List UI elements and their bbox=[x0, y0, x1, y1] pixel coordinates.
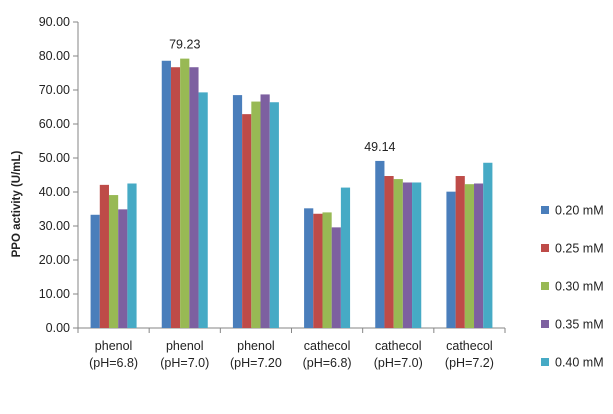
bar bbox=[242, 114, 252, 328]
x-tick-label: (pH=6.8) bbox=[303, 356, 352, 370]
bar bbox=[464, 184, 475, 328]
bar bbox=[251, 101, 261, 328]
bar bbox=[474, 183, 484, 328]
bar bbox=[304, 208, 314, 328]
x-tick-label: cathecol bbox=[304, 339, 351, 353]
x-tick-label: cathecol bbox=[375, 339, 422, 353]
bar bbox=[170, 67, 181, 328]
bar bbox=[340, 187, 351, 328]
bar bbox=[402, 182, 413, 328]
y-tick-label: 80.00 bbox=[39, 49, 70, 63]
bar bbox=[90, 214, 100, 328]
legend-swatch bbox=[541, 282, 549, 290]
legend-swatch bbox=[541, 206, 549, 214]
bar bbox=[99, 184, 109, 328]
y-tick-label: 10.00 bbox=[39, 287, 70, 301]
x-tick-label: (pH=6.8) bbox=[89, 356, 138, 370]
x-tick-label: (pH=7.0) bbox=[160, 356, 209, 370]
legend: 0.20 mM 0.25 mM 0.30 mM 0.35 mM 0.40 mM bbox=[541, 204, 604, 370]
x-tick-label: (pH=7.2) bbox=[445, 356, 494, 370]
bar bbox=[375, 160, 385, 328]
y-tick-label: 20.00 bbox=[39, 253, 70, 267]
bar bbox=[127, 183, 137, 328]
labels-layer: 79.23 49.14 bbox=[169, 38, 395, 154]
bar bbox=[118, 209, 128, 328]
bar bbox=[108, 195, 119, 328]
bar bbox=[393, 179, 403, 328]
x-tick-label: phenol bbox=[166, 339, 204, 353]
x-tick-label: phenol bbox=[237, 339, 275, 353]
y-axis-title: PPO activity (U/mL) bbox=[11, 150, 23, 257]
bar bbox=[180, 58, 190, 328]
legend-label: 0.35 mM bbox=[555, 318, 604, 332]
y-tick-label: 50.00 bbox=[39, 151, 70, 165]
x-tick-label: cathecol bbox=[446, 339, 493, 353]
bar bbox=[446, 191, 456, 328]
bar bbox=[384, 176, 394, 328]
bar bbox=[313, 213, 323, 328]
legend-swatch bbox=[541, 244, 549, 252]
legend-swatch bbox=[541, 320, 549, 328]
axes-layer: 0.00 10.00 20.00 30.00 40.00 50.00 60.00 70.00 8… bbox=[39, 15, 506, 370]
data-label: 79.23 bbox=[169, 38, 200, 52]
y-tick-label: 90.00 bbox=[39, 15, 70, 29]
bar bbox=[232, 95, 243, 328]
bar bbox=[198, 92, 208, 328]
y-tick-label: 0.00 bbox=[46, 321, 70, 335]
legend-label: 0.30 mM bbox=[555, 280, 604, 294]
legend-label: 0.25 mM bbox=[555, 242, 604, 256]
bar bbox=[189, 67, 199, 328]
x-tick-label: phenol bbox=[95, 339, 133, 353]
bar bbox=[331, 227, 341, 328]
x-tick-label: (pH=7.20 bbox=[230, 356, 282, 370]
legend-label: 0.40 mM bbox=[555, 356, 604, 370]
legend-swatch bbox=[541, 358, 549, 366]
x-tick-label: (pH=7.0) bbox=[374, 356, 423, 370]
y-tick-label: 70.00 bbox=[39, 83, 70, 97]
bar bbox=[269, 102, 279, 329]
bars-layer bbox=[90, 58, 493, 329]
bar bbox=[260, 94, 270, 328]
bar bbox=[483, 162, 493, 328]
bar bbox=[161, 60, 171, 328]
y-tick-label: 40.00 bbox=[39, 185, 70, 199]
y-tick-label: 60.00 bbox=[39, 117, 70, 131]
y-tick-label: 30.00 bbox=[39, 219, 70, 233]
data-label: 49.14 bbox=[364, 140, 395, 154]
bar bbox=[455, 176, 465, 328]
bar bbox=[412, 182, 422, 328]
bar bbox=[322, 212, 332, 328]
legend-label: 0.20 mM bbox=[555, 204, 604, 218]
